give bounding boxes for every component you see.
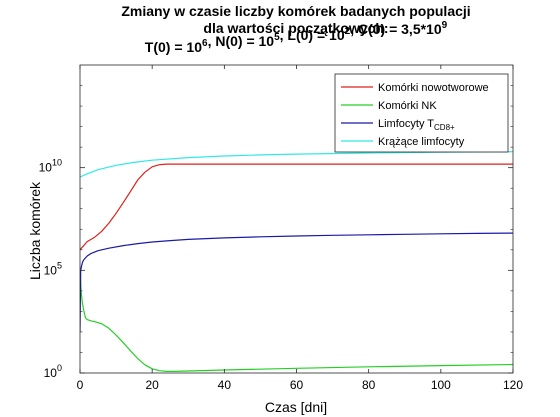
x-tick-label: 20 (145, 378, 159, 392)
x-tick-label: 0 (77, 378, 84, 392)
legend-label-4: Krążące limfocyty (378, 136, 465, 148)
legend-label-1: Komórki nowotworowe (378, 82, 489, 94)
x-tick-label: 60 (290, 378, 304, 392)
x-tick-label: 120 (503, 378, 523, 392)
legend-label-2: Komórki NK (378, 100, 437, 112)
x-axis-label: Czas [dni] (265, 399, 327, 415)
x-tick-label: 80 (362, 378, 376, 392)
y-axis-label: Liczba komórek (27, 181, 43, 280)
x-tick-label: 40 (218, 378, 232, 392)
x-tick-label: 100 (431, 378, 451, 392)
title-line-1: Zmiany w czasie liczby komórek badanych … (121, 3, 470, 19)
